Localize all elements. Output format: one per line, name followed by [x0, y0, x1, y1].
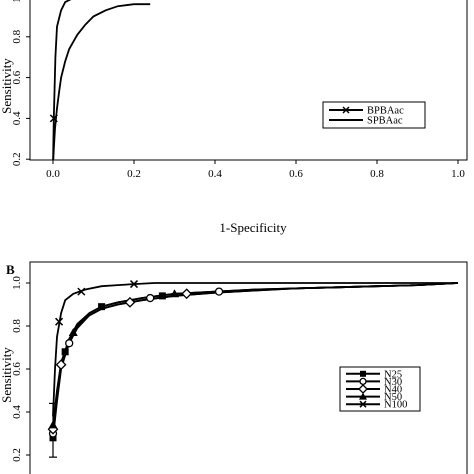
panel-2-series-n100-marker-stroke-b [55, 317, 64, 326]
panel-2-legend-n50-marker-shape [359, 392, 367, 400]
panel-2-series-n25-marker-shape [49, 434, 57, 442]
panel-1-xtick-label: 0.4 [208, 168, 222, 180]
panel-1-series-spbaac-line [52, 3, 151, 160]
panel-1-legend-box [322, 101, 426, 129]
panel-1-series-bpbaac-marker [49, 114, 58, 123]
panel-2-series-n50-line [52, 282, 459, 426]
panel-2-legend-n100-label: N100 [384, 400, 407, 411]
panel-2-series-n40-marker-shape [55, 359, 67, 371]
panel-2-series-n50-marker-shape [68, 327, 78, 336]
panel-1-legend-bpbaac-marker [342, 106, 350, 114]
panel-1-ytick-label: 0.6 [11, 70, 23, 84]
panel-2-series-n50-marker [170, 289, 179, 298]
panel-1-ytick-label: 0.4 [11, 111, 23, 125]
panel-1-legend-spbaac-label: SPBAac [367, 116, 403, 127]
panel-1-series-bpbaac-marker-stroke-b [49, 114, 58, 123]
panel-2-series-n30-marker [214, 287, 224, 296]
panel-2-series-n30-marker-shape [146, 293, 155, 303]
panel-2-ylabel: Sensitivity [0, 347, 14, 403]
panel-1-xtick-label: 0.2 [127, 168, 141, 180]
panel-2-series-n25-marker [61, 348, 69, 356]
panel-2-series-n30-marker-shape [65, 339, 74, 348]
panel-2-series-n50-marker [68, 327, 78, 336]
panel-2-series-n25-marker [158, 292, 166, 300]
panel-2-legend-n50-marker [359, 392, 367, 400]
panel-2-series-n40-marker [181, 288, 193, 300]
panel-2-ytick-label: 0.6 [11, 362, 23, 376]
panel-2-series-n100-marker [77, 287, 86, 296]
panel-2-ytick-label: 0.8 [11, 319, 23, 333]
panel-1-legend-bpbaac-label: BPBAac [367, 106, 404, 117]
panel-2-series-n25-marker-shape [98, 303, 106, 311]
panel-2-legend-n100-marker [359, 400, 367, 408]
panel-2-series-n100-marker [55, 317, 64, 326]
panel-1-series-bpbaac-line [52, 0, 72, 160]
panel-1-xlabel: 1-Specificity [219, 220, 287, 235]
panel-2-ytick-label: 0.4 [11, 405, 23, 419]
panel-2-series-n30-marker-shape [214, 287, 224, 296]
panel-1-xtick-label: 0.0 [46, 168, 60, 180]
panel-2-series-n25-marker-shape [158, 292, 166, 300]
panel-2-series-n50-marker-shape [48, 420, 58, 429]
panel-1-legend-bpbaac-marker-stroke-b [342, 106, 350, 114]
panel-2-series-n40-marker-shape [124, 296, 136, 308]
panel-2-legend-n100-marker-stroke-b [359, 400, 367, 408]
panel-1-ytick-label: 1.0 [11, 0, 23, 3]
panel-2-series-n25-marker-shape [61, 348, 69, 356]
panel-1-xtick-label: 1.0 [451, 168, 465, 180]
panel-1-ytick-label: 0.2 [11, 152, 23, 166]
panel-1-xtick-label: 0.8 [370, 168, 384, 180]
panel-2-frame [29, 261, 468, 474]
panel-2-ytick-label: 1.0 [11, 276, 23, 290]
panel-2-series-n30-marker [65, 339, 74, 348]
panel-2-legend-n40-label: N40 [384, 385, 402, 396]
panel-2-ytick-label: 0.2 [11, 448, 23, 462]
panel-2-series-n50-marker [48, 420, 58, 429]
panel-2-series-n50-marker-shape [170, 289, 179, 298]
panel-2-series-n40-marker [55, 359, 67, 371]
panel-2-series-n25-marker [49, 434, 57, 442]
panel-2-series-n40-marker [124, 296, 136, 308]
panel-2-series-n100-marker-stroke-b [129, 280, 139, 289]
panel-1-frame [29, 0, 468, 161]
panel-1-plot-area [52, 0, 151, 160]
panel-2-series-n30-marker [146, 293, 155, 303]
panel-2-legend-n25-label: N25 [384, 369, 402, 380]
panel-2-series-n100-marker [129, 280, 139, 289]
panel-2-legend-n25-marker [360, 370, 366, 377]
panel-2-series-n100-line [52, 282, 458, 417]
panel-2-legend-n25-marker-shape [360, 370, 366, 377]
panel-2-series-n25-marker [98, 303, 106, 311]
panel-2-legend-n50-label: N50 [384, 392, 402, 403]
panel-2-legend-n30-label: N30 [384, 377, 402, 388]
panel-2-legend-n30-marker-shape [359, 377, 367, 386]
panel-2-label: B [6, 262, 15, 277]
panel-2-legend-n30-marker [359, 377, 367, 386]
panel-1-ylabel: Sensitivity [0, 58, 14, 114]
panel-2-series-n100-marker-stroke-b [77, 287, 86, 296]
panel-1-xtick-label: 0.6 [289, 168, 303, 180]
panel-1-ytick-label: 0.8 [11, 29, 23, 43]
panel-2-series-n40-marker-shape [181, 288, 193, 300]
